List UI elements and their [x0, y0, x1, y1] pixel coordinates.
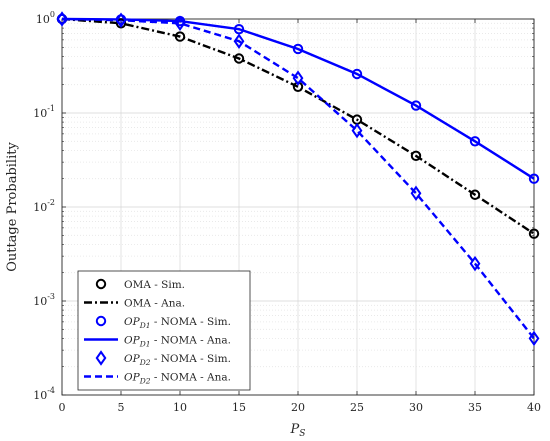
- data-point: [528, 330, 540, 347]
- data-point: [233, 53, 245, 64]
- x-axis-label: PS: [290, 422, 306, 439]
- data-point: [410, 150, 422, 162]
- x-tick-label: 25: [350, 401, 364, 414]
- legend-label: OPD2 - NOMA - Sim.: [124, 353, 231, 367]
- legend-marker-sample: [95, 278, 107, 290]
- data-point: [115, 12, 127, 28]
- data-point: [174, 15, 186, 32]
- data-point: [351, 122, 363, 139]
- data-point: [233, 23, 245, 35]
- legend-marker-sample: [95, 315, 107, 327]
- data-point: [469, 189, 481, 200]
- x-tick-label: 35: [468, 401, 482, 414]
- data-point: [174, 31, 186, 42]
- x-tick-label: 5: [118, 401, 125, 414]
- y-tick-label: 10-3: [33, 292, 55, 308]
- legend-label: OPD1 - NOMA - Ana.: [124, 335, 231, 349]
- y-axis-label: Outtage Probability: [5, 142, 20, 272]
- x-tick-label: 40: [527, 401, 541, 414]
- data-point: [528, 173, 540, 184]
- legend-box: [77, 270, 251, 391]
- series-line: [61, 17, 535, 180]
- y-tick-label: 10-1: [33, 104, 55, 120]
- data-point: [292, 43, 304, 55]
- x-tick-label: 0: [59, 401, 66, 414]
- data-point: [351, 68, 363, 80]
- legend-marker-sample: [95, 350, 107, 366]
- data-point: [410, 185, 422, 202]
- x-tick-label: 10: [173, 401, 187, 414]
- data-point: [469, 136, 481, 147]
- y-tick-label: 10-4: [33, 386, 55, 402]
- axes: 0 5 10 15 20 25 30 35 40 100 10-1 10-2 10-3 10-4: [33, 10, 541, 414]
- y-tick-label: 100: [36, 10, 55, 26]
- series-line: [61, 17, 535, 340]
- axis-labels: PS Outtage Probability: [5, 142, 305, 439]
- legend: OMA - Sim. OMA - Ana. OPD1 - NOMA - Sim. OP…: [77, 270, 251, 391]
- x-tick-label: 20: [291, 401, 305, 414]
- legend-label: OPD1 - NOMA - Sim.: [124, 316, 231, 330]
- data-point: [233, 33, 245, 49]
- data-point: [292, 70, 304, 86]
- x-tick-label: 30: [409, 401, 423, 414]
- y-tick-label: 10-2: [33, 198, 55, 214]
- data-point: [410, 100, 422, 111]
- legend-label: OMA - Sim.: [124, 279, 185, 291]
- data-point: [528, 228, 540, 239]
- legend-label: OPD2 - NOMA - Ana.: [124, 372, 231, 386]
- data-point: [56, 11, 68, 27]
- legend-label: OMA - Ana.: [124, 298, 185, 310]
- data-point: [469, 255, 481, 272]
- x-tick-label: 15: [232, 401, 246, 414]
- series: [56, 11, 540, 347]
